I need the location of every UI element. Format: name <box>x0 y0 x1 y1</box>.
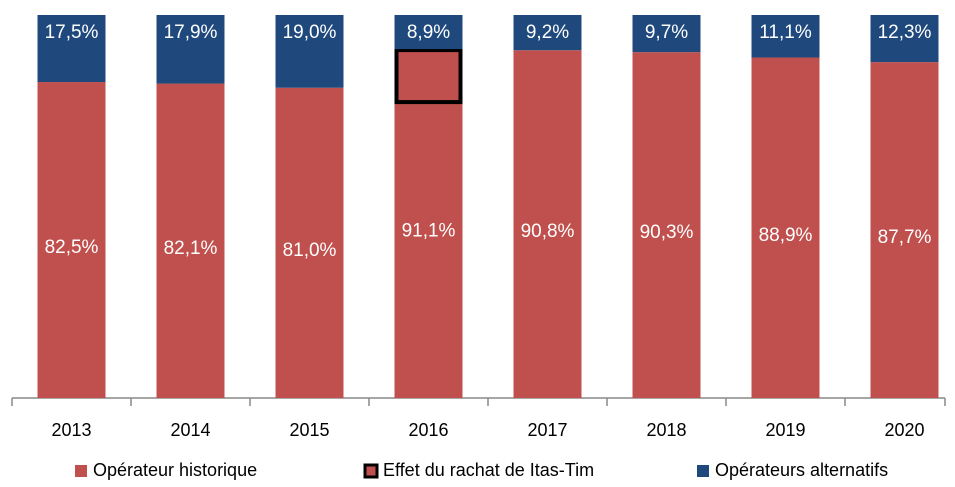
legend-swatch <box>75 465 87 477</box>
bar-segment <box>751 57 820 398</box>
bar-segment <box>394 15 463 50</box>
value-label: 82,5% <box>45 237 99 258</box>
value-label: 8,9% <box>407 22 450 43</box>
bar-segment <box>870 15 939 63</box>
bar-segment <box>513 50 582 399</box>
legend-swatch <box>697 465 709 477</box>
value-label: 17,5% <box>45 22 99 43</box>
value-label: 82,1% <box>164 238 218 259</box>
value-label: 90,8% <box>521 221 575 242</box>
value-label: 12,3% <box>878 22 932 43</box>
bar-segment <box>513 15 582 51</box>
bar-segment <box>632 15 701 53</box>
legend-label: Effet du rachat de Itas-Tim <box>383 460 594 480</box>
value-label: 17,9% <box>164 22 218 43</box>
x-tick-label: 2014 <box>170 420 210 440</box>
value-label: 87,7% <box>878 227 932 248</box>
legend-label: Opérateur historique <box>93 460 257 480</box>
bar-segment <box>275 87 344 399</box>
x-tick-label: 2016 <box>408 420 448 440</box>
bar-segment <box>37 15 106 83</box>
value-label: 19,0% <box>283 22 337 43</box>
bar-segment <box>870 62 939 398</box>
value-label: 91,1% <box>402 221 456 242</box>
legend-swatch <box>363 463 379 479</box>
value-label: 88,9% <box>759 225 813 246</box>
value-label: 90,3% <box>640 222 694 243</box>
x-tick-label: 2019 <box>765 420 805 440</box>
value-label: 9,7% <box>645 22 688 43</box>
x-tick-label: 2013 <box>51 420 91 440</box>
value-label: 9,2% <box>526 22 569 43</box>
bar-segment <box>751 15 820 58</box>
bar-segment <box>156 83 225 398</box>
value-label: 11,1% <box>759 22 812 43</box>
bar-segment <box>394 49 463 398</box>
legend-label: Opérateurs alternatifs <box>715 460 888 480</box>
x-tick-label: 2018 <box>646 420 686 440</box>
x-tick-label: 2015 <box>289 420 329 440</box>
x-tick-label: 2020 <box>884 420 924 440</box>
bar-segment <box>37 82 106 399</box>
highlight-box <box>394 48 463 105</box>
bar-segment <box>275 15 344 88</box>
value-label: 81,0% <box>283 240 337 261</box>
x-tick-label: 2017 <box>527 420 567 440</box>
bar-segment <box>156 15 225 84</box>
bar-segment <box>632 52 701 398</box>
